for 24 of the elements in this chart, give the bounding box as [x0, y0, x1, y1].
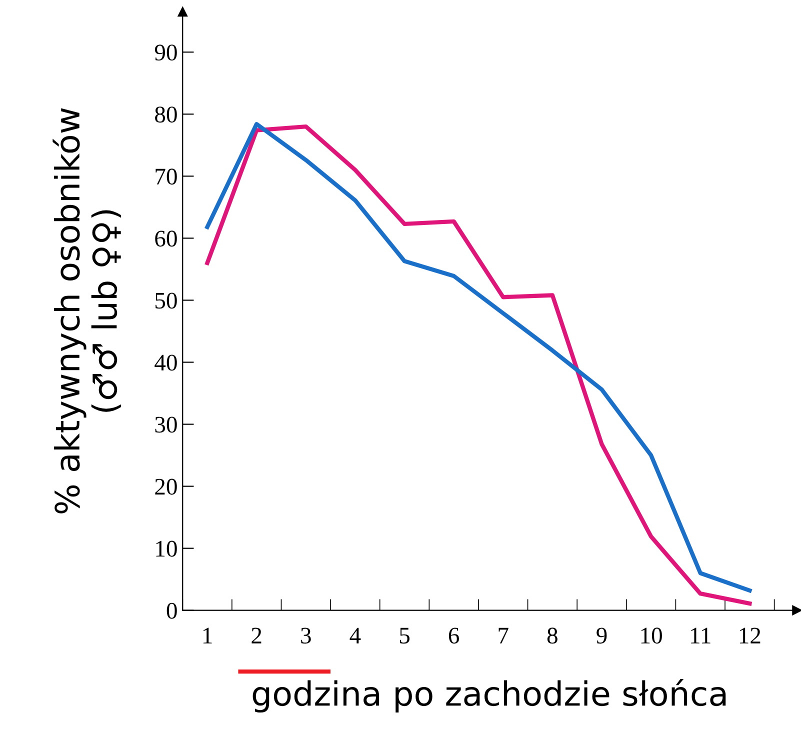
x-tick-label: 3: [301, 628, 311, 644]
x-tick-label: 12: [740, 628, 760, 644]
x-tick-label: 10: [641, 628, 662, 644]
x-axis-title: godzina po zachodzie słońca: [252, 678, 726, 713]
x-tick-label: 4: [350, 628, 361, 644]
y-tick-label: 20: [155, 478, 177, 495]
x-tick-label: 8: [547, 628, 558, 644]
y-tick-label: 10: [156, 540, 177, 557]
x-tick-label: 2: [252, 628, 262, 644]
y-tick-label: 30: [155, 416, 177, 433]
y-tick-label: 40: [154, 354, 177, 371]
x-tick-label: 5: [400, 628, 410, 644]
x-tick-label: 11: [691, 628, 710, 644]
y-tick-label: 90: [154, 44, 177, 61]
x-tick-label: 1: [203, 628, 212, 644]
y-tick-label: 60: [155, 230, 177, 247]
y-tick-label: 70: [156, 168, 177, 185]
y-tick-label: 80: [155, 106, 177, 123]
y-tick-label: 0: [166, 602, 177, 619]
x-tick-label: 7: [498, 628, 508, 644]
x-tick-label: 9: [596, 628, 607, 644]
y-axis-title: % aktywnych osobników (♂♂ lub ♀♀): [52, 108, 122, 514]
x-tick-label: 6: [448, 628, 460, 644]
y-tick-label: 50: [156, 292, 177, 309]
